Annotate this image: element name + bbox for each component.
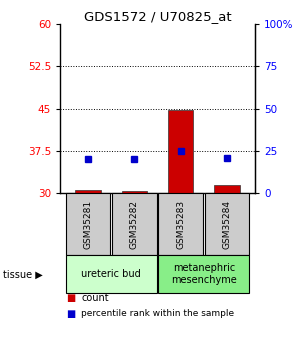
Text: ■: ■ [66, 309, 75, 319]
Bar [205, 193, 249, 255]
Bar [158, 255, 249, 293]
Text: GSM35284: GSM35284 [223, 200, 232, 249]
Text: metanephric
mesenchyme: metanephric mesenchyme [171, 264, 237, 285]
Bar [66, 255, 157, 293]
Text: GSM35283: GSM35283 [176, 200, 185, 249]
Text: tissue ▶: tissue ▶ [3, 269, 43, 279]
Text: GSM35281: GSM35281 [83, 200, 92, 249]
Bar [66, 193, 110, 255]
Title: GDS1572 / U70825_at: GDS1572 / U70825_at [84, 10, 231, 23]
Text: GSM35282: GSM35282 [130, 200, 139, 249]
Text: ureteric bud: ureteric bud [81, 269, 141, 279]
Text: percentile rank within the sample: percentile rank within the sample [81, 309, 234, 318]
Bar [112, 193, 157, 255]
Bar [122, 191, 147, 193]
Bar [158, 193, 203, 255]
Bar [168, 110, 194, 193]
Bar [214, 185, 240, 193]
Bar [75, 190, 100, 193]
Text: count: count [81, 294, 109, 303]
Text: ■: ■ [66, 294, 75, 303]
